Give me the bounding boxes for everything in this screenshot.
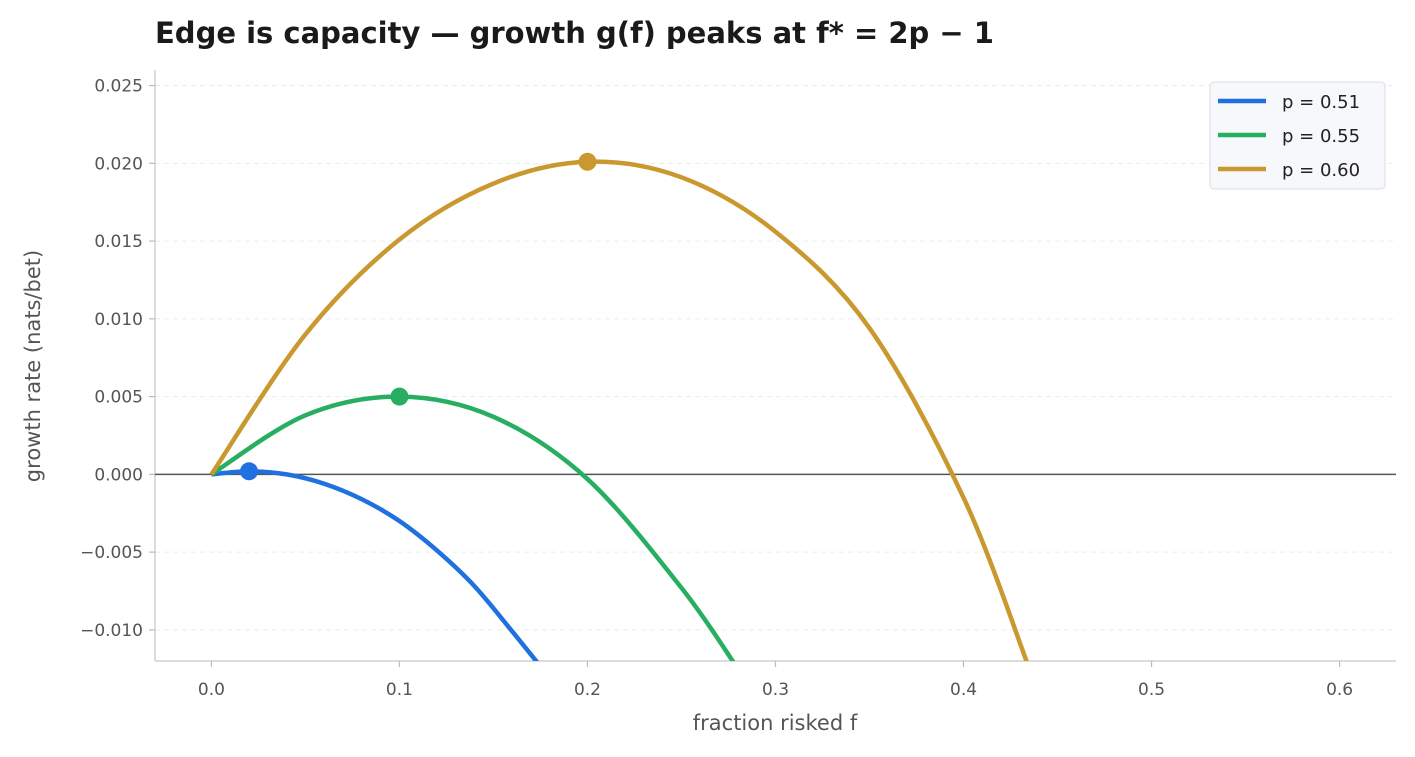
peak-marker-2 xyxy=(578,152,597,171)
series-line-1 xyxy=(210,394,736,661)
series-lines xyxy=(209,152,1029,661)
y-tick-label: 0.020 xyxy=(94,154,143,174)
x-axis-label: fraction risked f xyxy=(693,711,858,735)
legend-label-1: p = 0.55 xyxy=(1282,126,1360,147)
legend-box xyxy=(1209,81,1386,190)
series-line-0 xyxy=(211,469,539,661)
x-tick-label: 0.1 xyxy=(386,680,413,700)
peak-marker-0 xyxy=(240,462,259,481)
y-tick-label: 0.000 xyxy=(94,465,143,485)
x-tick-label: 0.2 xyxy=(574,680,601,700)
y-axis-label: growth rate (nats/bet) xyxy=(21,250,45,482)
x-tick-label: 0.3 xyxy=(762,680,789,700)
chart-title: Edge is capacity — growth g(f) peaks at … xyxy=(155,16,994,50)
series-line-2 xyxy=(209,159,1029,661)
legend-label-0: p = 0.51 xyxy=(1282,92,1360,113)
x-tick-label: 0.4 xyxy=(950,680,977,700)
peak-marker-1 xyxy=(390,387,409,406)
legend-label-2: p = 0.60 xyxy=(1282,160,1360,181)
x-tick-label: 0.5 xyxy=(1138,680,1165,700)
y-tick-label: 0.005 xyxy=(94,388,143,408)
tick-labels: −0.010 −0.005 0.000 0.005 0.010 0.015 0.020 0.0… xyxy=(80,77,1353,700)
x-tick-label: 0.0 xyxy=(198,680,225,700)
x-tick-label: 0.6 xyxy=(1326,680,1353,700)
y-tick-label: 0.010 xyxy=(94,310,143,330)
y-tick-label: −0.005 xyxy=(80,543,143,563)
legend: p = 0.51 p = 0.55 p = 0.60 xyxy=(1209,81,1386,190)
y-tick-label: −0.010 xyxy=(80,621,143,641)
y-tick-label: 0.015 xyxy=(94,232,143,252)
y-tick-label: 0.025 xyxy=(94,77,143,97)
